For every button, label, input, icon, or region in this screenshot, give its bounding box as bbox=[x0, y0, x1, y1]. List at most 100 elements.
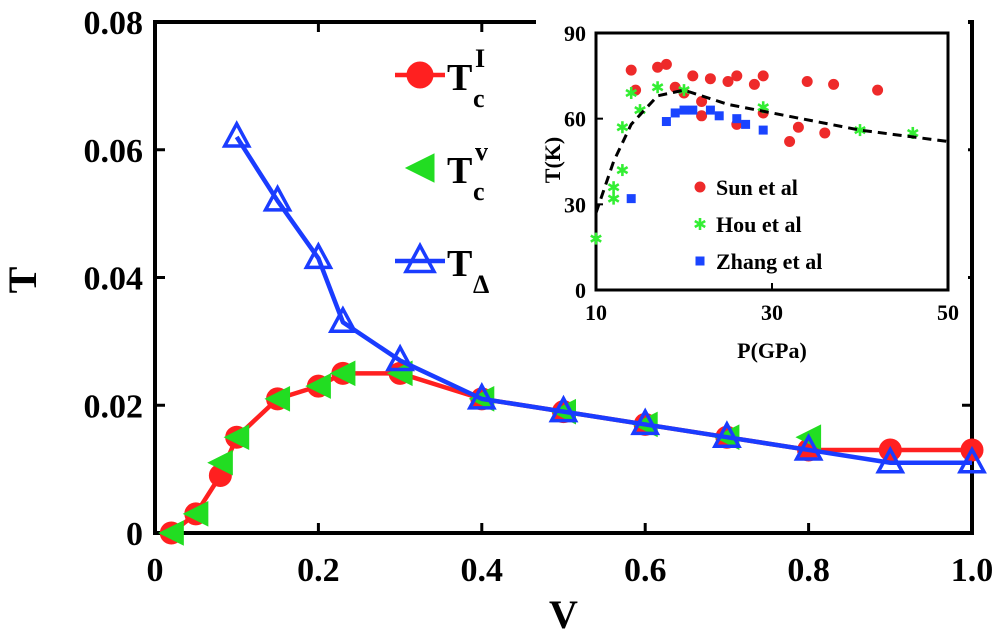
inset-data-point bbox=[616, 121, 629, 134]
series-2 bbox=[221, 120, 987, 474]
inset-y-axis-label: T(K) bbox=[540, 137, 565, 183]
legend-marker bbox=[406, 61, 434, 89]
data-point bbox=[223, 424, 250, 450]
inset-data-point bbox=[758, 125, 768, 135]
inset-data-point bbox=[784, 136, 796, 148]
x-tick-label: 0.8 bbox=[787, 552, 830, 589]
inset-data-point bbox=[704, 73, 716, 85]
data-point bbox=[329, 360, 356, 387]
inset-data-point bbox=[741, 119, 751, 129]
legend-subscript: c bbox=[473, 177, 485, 206]
inset-y-tick-label: 60 bbox=[564, 107, 586, 132]
inset-data-point bbox=[625, 64, 637, 76]
inset-plot: 10 30 50 0 30 60 90 P(GPa) T(K) Sun et al Hou et a… bbox=[536, 19, 968, 376]
inset-data-point bbox=[792, 121, 804, 133]
inset-y-tick-label: 90 bbox=[564, 21, 586, 46]
inset-data-point bbox=[670, 108, 680, 118]
inset-data-point bbox=[801, 76, 813, 88]
inset-data-point bbox=[732, 114, 742, 124]
data-point bbox=[182, 501, 209, 527]
series-line bbox=[234, 135, 972, 465]
inset-data-point bbox=[748, 78, 760, 90]
y-tick-label: 0.08 bbox=[84, 5, 144, 42]
inset-data-point bbox=[590, 232, 602, 245]
data-point bbox=[466, 381, 497, 410]
legend-subscript: Δ bbox=[473, 270, 489, 299]
inset-legend-label: Sun et al bbox=[716, 175, 798, 200]
inset-data-point bbox=[607, 181, 620, 194]
data-point bbox=[385, 343, 416, 372]
inset-data-point bbox=[626, 194, 636, 204]
inset-data-point bbox=[688, 105, 698, 115]
inset-background bbox=[536, 19, 968, 376]
inset-data-point bbox=[714, 111, 724, 121]
inset-x-tick-label: 10 bbox=[585, 300, 607, 325]
y-tick-label: 0.02 bbox=[84, 388, 144, 425]
data-point bbox=[158, 520, 184, 546]
data-point bbox=[711, 420, 742, 448]
inset-legend-entry: Hou et al bbox=[694, 212, 802, 237]
data-point bbox=[327, 305, 358, 333]
inset-data-point bbox=[722, 76, 734, 88]
inset-data-point bbox=[607, 192, 620, 205]
main-series-layer bbox=[158, 120, 987, 546]
main-y-axis-label: T bbox=[0, 266, 45, 293]
inset-legend-entry: Zhang et al bbox=[695, 249, 822, 274]
inset-data-point bbox=[696, 110, 708, 122]
inset-data-point bbox=[679, 105, 689, 115]
data-point bbox=[875, 445, 906, 474]
data-point bbox=[207, 449, 233, 476]
legend-label: T bbox=[447, 243, 472, 285]
x-tick-label: 0.6 bbox=[624, 552, 667, 589]
series-line bbox=[169, 371, 972, 535]
main-x-axis-label: V bbox=[549, 592, 578, 637]
inset-legend-label: Zhang et al bbox=[716, 249, 822, 274]
inset-data-point bbox=[687, 70, 699, 82]
y-tick-label: 0.06 bbox=[84, 133, 144, 170]
x-tick-label: 0.4 bbox=[461, 552, 504, 589]
inset-data-point bbox=[616, 164, 629, 177]
x-tick-label: 0 bbox=[147, 552, 164, 589]
inset-data-point bbox=[661, 117, 671, 127]
data-point bbox=[957, 445, 987, 474]
inset-x-axis-label: P(GPa) bbox=[737, 338, 807, 363]
inset-data-point bbox=[660, 58, 672, 70]
inset-legend-entry: Sun et al bbox=[694, 175, 798, 200]
legend-marker bbox=[403, 241, 437, 274]
x-tick-label: 0.2 bbox=[297, 552, 340, 589]
inset-x-tick-label: 30 bbox=[761, 300, 783, 325]
inset-legend-marker bbox=[695, 256, 705, 266]
legend-label: T bbox=[447, 57, 472, 99]
data-point bbox=[386, 360, 413, 387]
legend-superscript: v bbox=[475, 137, 488, 166]
legend-marker bbox=[404, 153, 435, 183]
legend-superscript: I bbox=[475, 44, 485, 73]
inset-data-point bbox=[705, 105, 715, 115]
x-tick-label: 1.0 bbox=[951, 552, 994, 589]
series-1 bbox=[158, 360, 822, 546]
inset-data-point bbox=[651, 81, 664, 94]
inset-x-tick-label: 50 bbox=[937, 300, 959, 325]
legend-subscript: c bbox=[473, 84, 485, 113]
inset-series-2 bbox=[626, 105, 768, 204]
inset-y-tick-label: 30 bbox=[564, 192, 586, 217]
data-point bbox=[793, 433, 824, 461]
inset-legend-label: Hou et al bbox=[716, 212, 802, 237]
inset-data-point bbox=[625, 86, 638, 99]
y-tick-label: 0 bbox=[126, 516, 143, 553]
inset-series-3 bbox=[594, 88, 949, 214]
inset-data-point bbox=[819, 127, 831, 139]
main-axis-ticks: 0 0.2 0.4 0.6 0.8 1.0 0 0.02 0.04 0.06 0.08 bbox=[84, 5, 994, 589]
fit-line bbox=[594, 88, 949, 214]
data-point bbox=[548, 394, 579, 423]
inset-data-point bbox=[872, 84, 884, 96]
data-point bbox=[303, 241, 334, 270]
inset-data-point bbox=[757, 70, 769, 82]
data-point bbox=[262, 183, 293, 212]
inset-data-point bbox=[828, 78, 840, 90]
data-point bbox=[630, 407, 661, 436]
